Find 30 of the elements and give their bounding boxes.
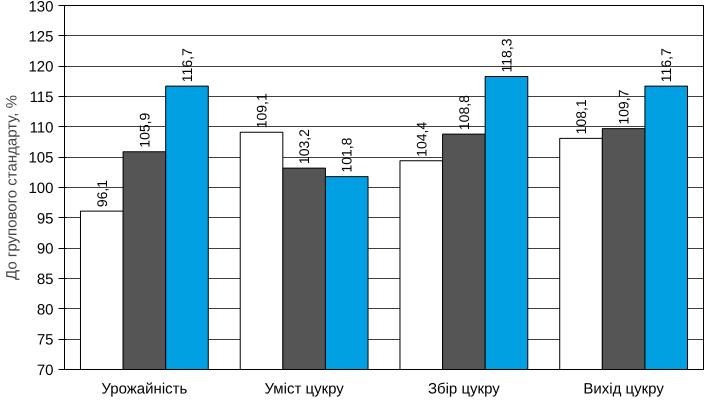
x-tick-label: Збір цукру [428,380,500,398]
data-label: 108,1 [573,99,590,134]
x-tick-label: Вихід цукру [583,380,664,398]
x-tick-label: Уміст цукру [264,380,344,398]
y-tick-label: 130 [28,0,54,16]
data-label: 103,2 [296,128,312,164]
data-label: 116,7 [178,48,195,82]
y-tick-label: 90 [36,240,54,258]
y-tick-label: 105 [28,150,54,167]
y-tick-label: 115 [30,89,54,106]
data-label: 101,8 [338,137,355,173]
y-tick-label: 80 [36,301,54,318]
y-tick-label: 110 [30,119,54,136]
data-label: 118,3 [498,38,514,72]
data-label: 104,4 [413,122,430,157]
y-tick-label: 125 [28,28,54,46]
data-label: 109,1 [254,93,270,128]
x-tick-label: Урожайність [101,380,188,398]
y-tick-label: 70 [36,362,54,379]
data-label: 116,7 [658,48,674,82]
y-tick-label: 120 [28,58,54,76]
y-tick-label: 85 [36,271,54,288]
y-axis-title: До групового стандарту, % [3,95,20,280]
data-label: 105,9 [136,112,152,148]
data-label: 96,1 [94,180,110,208]
data-label: 109,7 [616,89,632,125]
data-label: 108,8 [456,94,472,130]
y-tick-label: 75 [36,332,54,349]
y-tick-label: 95 [36,210,54,228]
y-tick-label: 100 [28,180,54,197]
